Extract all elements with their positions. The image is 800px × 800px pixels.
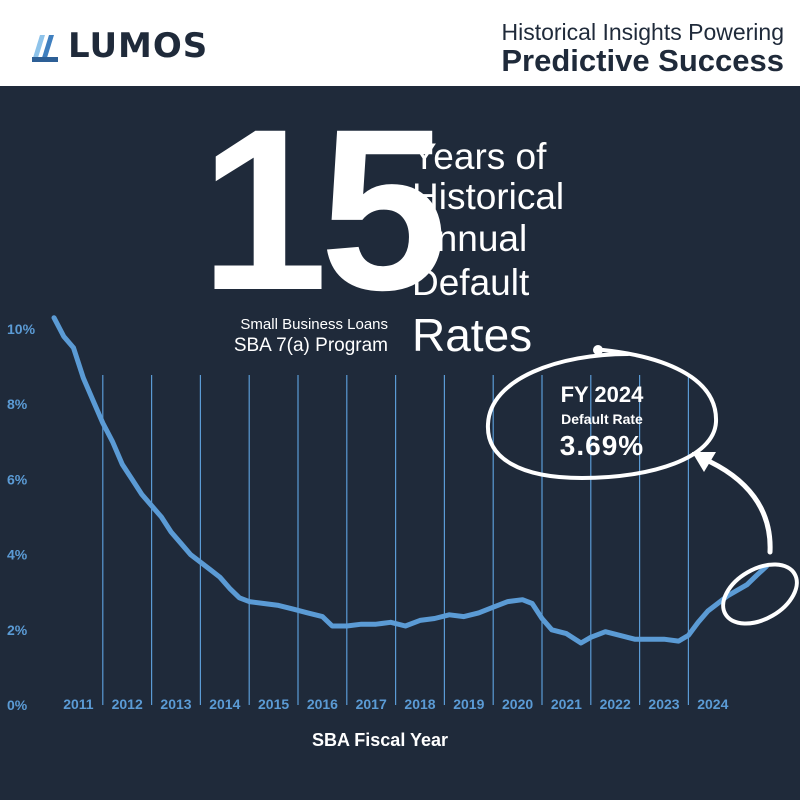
x-tick-label: 2014: [209, 696, 240, 712]
y-tick-label: 2%: [7, 622, 28, 638]
x-tick-label: 2015: [258, 696, 289, 712]
x-tick-label: 2012: [112, 696, 143, 712]
callout-title: FY 2024: [561, 382, 645, 407]
callout-value: 3.69%: [560, 430, 644, 461]
headline-line-1: Years of: [412, 136, 547, 177]
y-tick-label: 6%: [7, 471, 28, 487]
y-tick-label: 8%: [7, 396, 28, 412]
callout-label: Default Rate: [561, 411, 643, 427]
subtitle-line2: SBA 7(a) Program: [233, 335, 388, 356]
x-tick-label: 2016: [307, 696, 338, 712]
tagline-line2: Predictive Success: [501, 43, 784, 78]
chart-panel: [0, 86, 800, 800]
x-tick-label: 2018: [404, 696, 435, 712]
y-tick-label: 4%: [7, 547, 28, 563]
callout-circle: [485, 348, 719, 481]
x-tick-label: 2022: [600, 696, 631, 712]
x-tick-label: 2024: [697, 696, 728, 712]
headline-line-4: Default: [412, 262, 530, 303]
x-tick-label: 2011: [63, 696, 94, 712]
x-tick-label: 2020: [502, 696, 533, 712]
callout-circle-dot: [593, 345, 603, 355]
x-tick-label: 2019: [453, 696, 484, 712]
x-axis-label: SBA Fiscal Year: [312, 730, 448, 750]
logo-text: LUMOS: [68, 26, 209, 66]
headline-line-2: Historical: [412, 176, 565, 217]
headline-number: 15: [200, 81, 448, 338]
y-tick-label: 10%: [7, 321, 36, 337]
series-line-0: [51, 315, 769, 646]
callout-arrowhead: [692, 452, 716, 472]
x-tick-label: 2021: [551, 696, 582, 712]
x-tick-label: 2013: [160, 696, 191, 712]
header-bar: LUMOS Historical Insights Powering Predi…: [0, 0, 800, 86]
x-tick-label: 2023: [648, 696, 679, 712]
x-tick-label: 2017: [356, 696, 387, 712]
highlight-circle: [721, 562, 799, 626]
callout: FY 2024 Default Rate 3.69%: [485, 345, 799, 626]
tagline-line1: Historical Insights Powering: [501, 19, 784, 45]
y-tick-label: 0%: [7, 697, 28, 713]
headline-line-5: Rates: [412, 309, 533, 361]
lumos-logo-icon: [32, 35, 58, 62]
headline-line-3: Annual: [412, 218, 528, 259]
callout-arrow: [699, 455, 773, 555]
subtitle-line1: Small Business Loans: [240, 316, 388, 333]
